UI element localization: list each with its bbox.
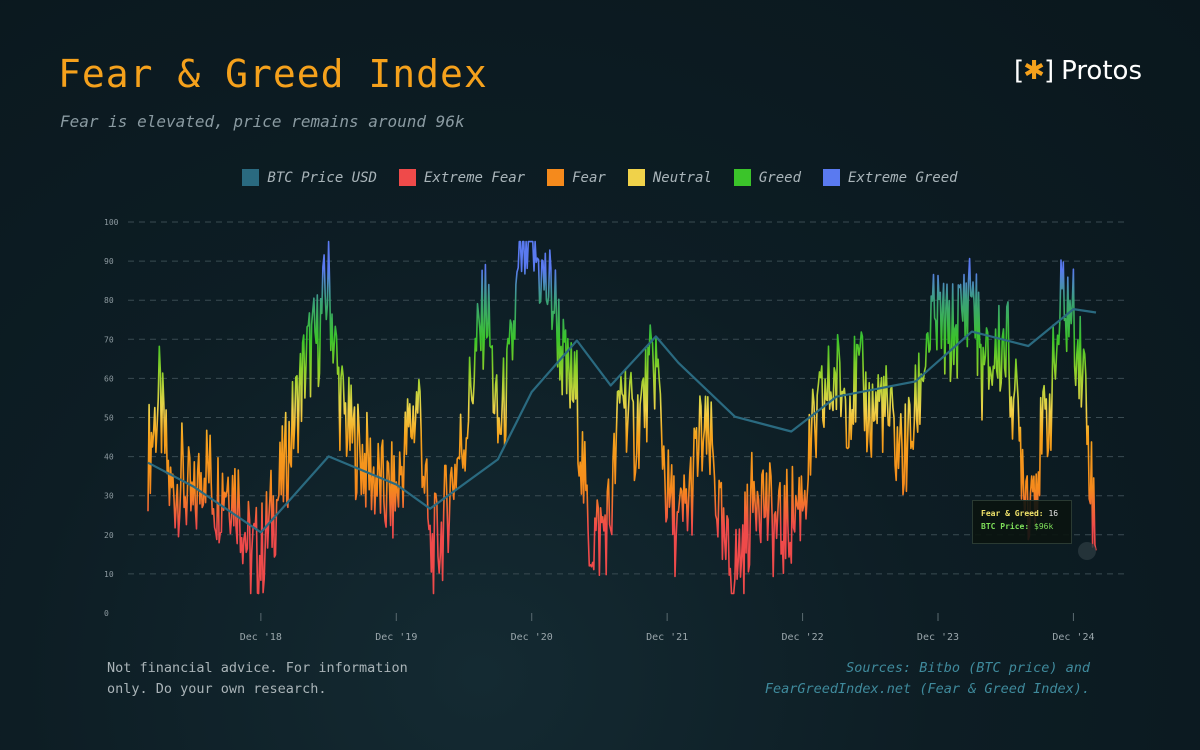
- legend-item-extreme-greed: Extreme Greed: [823, 169, 958, 186]
- y-tick-label: 40: [104, 453, 114, 462]
- legend-label-neutral: Neutral: [652, 169, 712, 186]
- legend-swatch-extreme-greed: [823, 169, 841, 186]
- y-tick-label: 70: [104, 335, 114, 344]
- chart-legend: BTC Price USD Extreme Fear Fear Neutral …: [0, 169, 1200, 186]
- tooltip-btc-label: BTC Price:: [981, 522, 1030, 531]
- fear-greed-series: [147, 240, 1097, 595]
- tooltip-fear-greed-value: 16: [1048, 509, 1059, 518]
- sources-line-2: FearGreedIndex.net (Fear & Greed Index).: [764, 681, 1090, 697]
- legend-label-extreme-greed: Extreme Greed: [848, 169, 958, 186]
- x-axis: Dec '18 Dec '19 Dec '20 Dec '21 Dec '22 Dec '…: [240, 613, 1095, 643]
- tooltip-btc-price: BTC Price: $96k: [981, 522, 1063, 531]
- current-point-marker[interactable]: [1078, 542, 1096, 560]
- legend-swatch-greed: [733, 169, 751, 186]
- chart-tooltip: Fear & Greed: 16 BTC Price: $96k: [972, 500, 1072, 544]
- legend-label-extreme-fear: Extreme Fear: [423, 169, 526, 186]
- legend-label-fear: Fear: [572, 169, 606, 186]
- legend-swatch-neutral: [627, 169, 645, 186]
- x-tick-label: Dec '22: [781, 632, 823, 643]
- brand-logo: [✱] Protos: [1014, 56, 1142, 86]
- x-tick-label: Dec '24: [1052, 632, 1094, 643]
- y-tick-label: 0: [104, 609, 109, 618]
- tooltip-btc-value: $96k: [1034, 522, 1054, 531]
- tooltip-fear-greed-label: Fear & Greed:: [981, 509, 1044, 518]
- disclaimer-line-1: Not financial advice. For information: [107, 660, 408, 676]
- legend-item-neutral: Neutral: [627, 169, 712, 186]
- brand-name: Protos: [1061, 56, 1142, 86]
- x-tick-label: Dec '21: [646, 632, 688, 643]
- y-tick-label: 100: [104, 218, 119, 227]
- tooltip-fear-greed: Fear & Greed: 16: [981, 509, 1063, 518]
- page-title: Fear & Greed Index: [58, 52, 488, 96]
- legend-item-greed: Greed: [733, 169, 802, 186]
- btc-price-line: [147, 308, 1097, 534]
- page-subtitle: Fear is elevated, price remains around 9…: [60, 112, 465, 131]
- legend-swatch-btc: [242, 169, 260, 186]
- sources: Sources: Bitbo (BTC price) and FearGreed…: [765, 658, 1090, 700]
- y-tick-label: 10: [104, 570, 114, 579]
- x-tick-label: Dec '23: [917, 632, 959, 643]
- legend-swatch-extreme-fear: [398, 169, 416, 186]
- y-tick-label: 60: [104, 374, 114, 383]
- y-tick-label: 80: [104, 296, 114, 305]
- disclaimer-line-2: only. Do your own research.: [107, 681, 327, 697]
- disclaimer: Not financial advice. For information on…: [107, 658, 427, 700]
- legend-swatch-fear: [547, 169, 565, 186]
- legend-item-btc: BTC Price USD: [242, 169, 377, 186]
- protos-logo-icon: [✱]: [1013, 56, 1054, 86]
- fear-greed-line: [147, 240, 1097, 595]
- x-tick-label: Dec '19: [375, 632, 417, 643]
- legend-label-greed: Greed: [758, 169, 802, 186]
- x-tick-label: Dec '18: [240, 632, 282, 643]
- legend-label-btc: BTC Price USD: [267, 169, 377, 186]
- sources-line-1: Sources: Bitbo (BTC price) and: [846, 660, 1090, 676]
- y-tick-label: 30: [104, 492, 114, 501]
- legend-item-extreme-fear: Extreme Fear: [398, 169, 526, 186]
- legend-item-fear: Fear: [547, 169, 606, 186]
- btc-price-series: [147, 308, 1097, 534]
- y-axis: 0 10 20 30 40 50 60 70 80 90 100: [104, 218, 119, 618]
- y-tick-label: 20: [104, 531, 114, 540]
- y-tick-label: 50: [104, 414, 114, 423]
- x-tick-label: Dec '20: [511, 632, 553, 643]
- y-tick-label: 90: [104, 257, 114, 266]
